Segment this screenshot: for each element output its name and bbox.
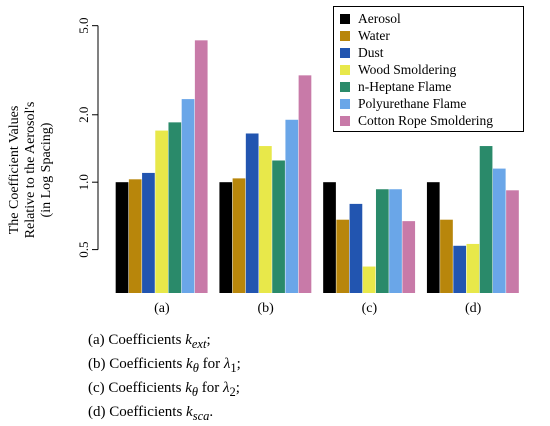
bar — [426, 182, 440, 293]
y-tick-label: 5.0 — [76, 18, 91, 34]
bar — [466, 243, 480, 293]
bar — [245, 133, 259, 293]
bar — [506, 190, 519, 293]
legend-item-water: Water — [340, 27, 523, 44]
caption-prefix: (b) Coefficients — [88, 356, 187, 372]
y-axis-label-line-2: Relative to the Aerosol's — [23, 101, 38, 239]
legend-swatch — [340, 47, 350, 58]
x-tick-label: (d) — [465, 301, 482, 316]
bar — [194, 40, 208, 293]
caption-b: (b) Coefficients kθ for λ1; — [88, 354, 241, 378]
bar — [336, 219, 350, 293]
bar — [440, 219, 453, 293]
legend-label: Water — [358, 27, 390, 43]
bar — [323, 182, 336, 293]
y-tick-label: 0.5 — [76, 241, 91, 257]
caption-symbol: k — [186, 356, 193, 372]
caption-lambda: λ — [223, 356, 231, 372]
caption-c: (c) Coefficients kθ for λ2; — [88, 378, 241, 402]
bar — [492, 168, 506, 293]
legend-swatch — [340, 13, 350, 24]
caption-end: ; — [236, 356, 241, 372]
bar — [375, 189, 389, 293]
legend-item-aerosol: Aerosol — [340, 10, 523, 27]
caption-suffix: ; — [206, 332, 211, 348]
caption-prefix: (c) Coefficients — [88, 380, 186, 396]
legend-item-wood-smoldering: Wood Smoldering — [340, 61, 523, 78]
legend-swatch — [340, 98, 350, 109]
caption-suffix: for — [198, 356, 224, 372]
legend-label: Cotton Rope Smoldering — [358, 112, 493, 128]
bar — [272, 160, 285, 293]
legend-label: Polyurethane Flame — [358, 95, 467, 111]
caption-symbol: k — [185, 380, 192, 396]
caption-prefix: (a) Coefficients — [88, 332, 186, 348]
bar — [168, 122, 182, 293]
caption-lambda: λ — [223, 380, 230, 396]
caption-suffix: . — [209, 404, 214, 420]
caption-lambda-subscript: 2 — [229, 385, 236, 399]
legend-item-cotton-rope-smoldering: Cotton Rope Smoldering — [340, 112, 523, 129]
legend-label: Wood Smoldering — [358, 61, 457, 77]
bar — [389, 189, 402, 293]
bar — [349, 203, 363, 293]
x-tick-label: (b) — [257, 301, 274, 316]
legend-label: Dust — [358, 44, 384, 60]
bar — [219, 182, 233, 293]
legend-swatch — [340, 64, 350, 75]
caption-subscript: sca — [192, 409, 210, 423]
legend-swatch — [340, 81, 350, 92]
caption-subscript: θ — [191, 385, 198, 399]
bar — [115, 182, 129, 293]
y-axis-label: The Coefficient Values Relative to the A… — [7, 55, 67, 285]
caption-end: ; — [235, 380, 240, 396]
caption-subscript: ext — [191, 337, 207, 351]
bar — [155, 130, 168, 293]
legend-item-dust: Dust — [340, 44, 523, 61]
caption-symbol: k — [185, 332, 192, 348]
y-axis-label-line-1: The Coefficient Values — [7, 105, 22, 235]
legend-swatch — [340, 115, 350, 126]
bar — [128, 179, 142, 293]
bar — [285, 119, 299, 293]
caption-symbol: k — [186, 404, 193, 420]
legend-item-polyurethane-flame: Polyurethane Flame — [340, 95, 523, 112]
bar — [402, 221, 416, 293]
bar — [362, 266, 376, 293]
bar — [142, 172, 155, 293]
caption-d: (d) Coefficients ksca. — [88, 402, 241, 426]
caption-prefix: (d) Coefficients — [88, 404, 187, 420]
figure-captions: (a) Coefficients kext; (b) Coefficients … — [88, 330, 241, 426]
bar — [181, 99, 195, 293]
legend-item-n-heptane-flame: n-Heptane Flame — [340, 78, 523, 95]
y-axis-label-line-3: (in Log Spacing) — [39, 122, 54, 218]
bar — [453, 245, 467, 293]
caption-subscript: θ — [192, 361, 199, 375]
legend-label: Aerosol — [358, 10, 401, 26]
legend-swatch — [340, 30, 350, 41]
x-tick-label: (a) — [154, 301, 170, 316]
y-tick-label: 1.0 — [76, 174, 91, 190]
y-tick-label: 2.0 — [76, 107, 91, 123]
bar — [259, 146, 272, 293]
legend-label: n-Heptane Flame — [358, 78, 452, 94]
caption-suffix: for — [198, 380, 223, 396]
caption-lambda-subscript: 1 — [230, 361, 237, 375]
bar — [298, 75, 312, 293]
bar — [232, 178, 246, 293]
x-tick-label: (c) — [362, 301, 378, 316]
bar — [479, 146, 493, 293]
caption-a: (a) Coefficients kext; — [88, 330, 241, 354]
legend: Aerosol Water Dust Wood Smoldering n-Hep… — [333, 6, 524, 132]
